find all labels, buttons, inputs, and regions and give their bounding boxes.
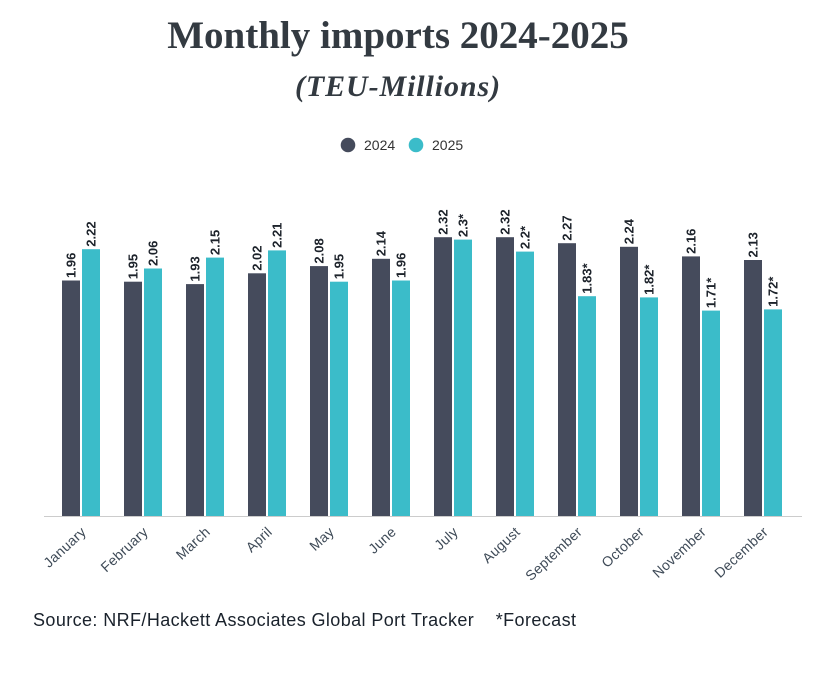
- svg-text:1.96: 1.96: [394, 253, 409, 278]
- svg-text:1.82*: 1.82*: [642, 264, 657, 295]
- svg-text:2.02: 2.02: [250, 245, 265, 270]
- svg-text:1.95: 1.95: [332, 254, 347, 279]
- svg-text:1.83*: 1.83*: [580, 262, 595, 293]
- svg-text:2.13: 2.13: [746, 232, 761, 257]
- svg-text:Source: NRF/Hackett Associates: Source: NRF/Hackett Associates Global Po…: [33, 610, 576, 630]
- svg-text:2.14: 2.14: [374, 230, 389, 256]
- svg-text:Monthly imports 2024-2025: Monthly imports 2024-2025: [167, 14, 629, 57]
- svg-text:1.72*: 1.72*: [766, 276, 781, 307]
- svg-text:2.3*: 2.3*: [456, 213, 471, 237]
- svg-text:(TEU-Millions): (TEU-Millions): [295, 70, 501, 103]
- svg-text:2.24: 2.24: [622, 218, 637, 244]
- svg-text:2025: 2025: [432, 137, 463, 153]
- svg-text:1.95: 1.95: [126, 254, 141, 279]
- svg-text:2.15: 2.15: [208, 230, 223, 255]
- svg-text:2.21: 2.21: [270, 223, 285, 248]
- svg-text:1.96: 1.96: [64, 253, 79, 278]
- svg-text:1.93: 1.93: [188, 256, 203, 281]
- svg-text:2.32: 2.32: [436, 209, 451, 234]
- svg-text:2.22: 2.22: [84, 221, 99, 246]
- svg-text:2.08: 2.08: [312, 238, 327, 263]
- svg-text:2.16: 2.16: [684, 229, 699, 254]
- svg-text:2.2*: 2.2*: [518, 225, 533, 249]
- svg-text:2.06: 2.06: [146, 241, 161, 266]
- svg-text:2024: 2024: [364, 137, 395, 153]
- svg-text:2.27: 2.27: [560, 215, 575, 240]
- svg-text:1.71*: 1.71*: [704, 277, 719, 308]
- svg-text:2.32: 2.32: [498, 209, 513, 234]
